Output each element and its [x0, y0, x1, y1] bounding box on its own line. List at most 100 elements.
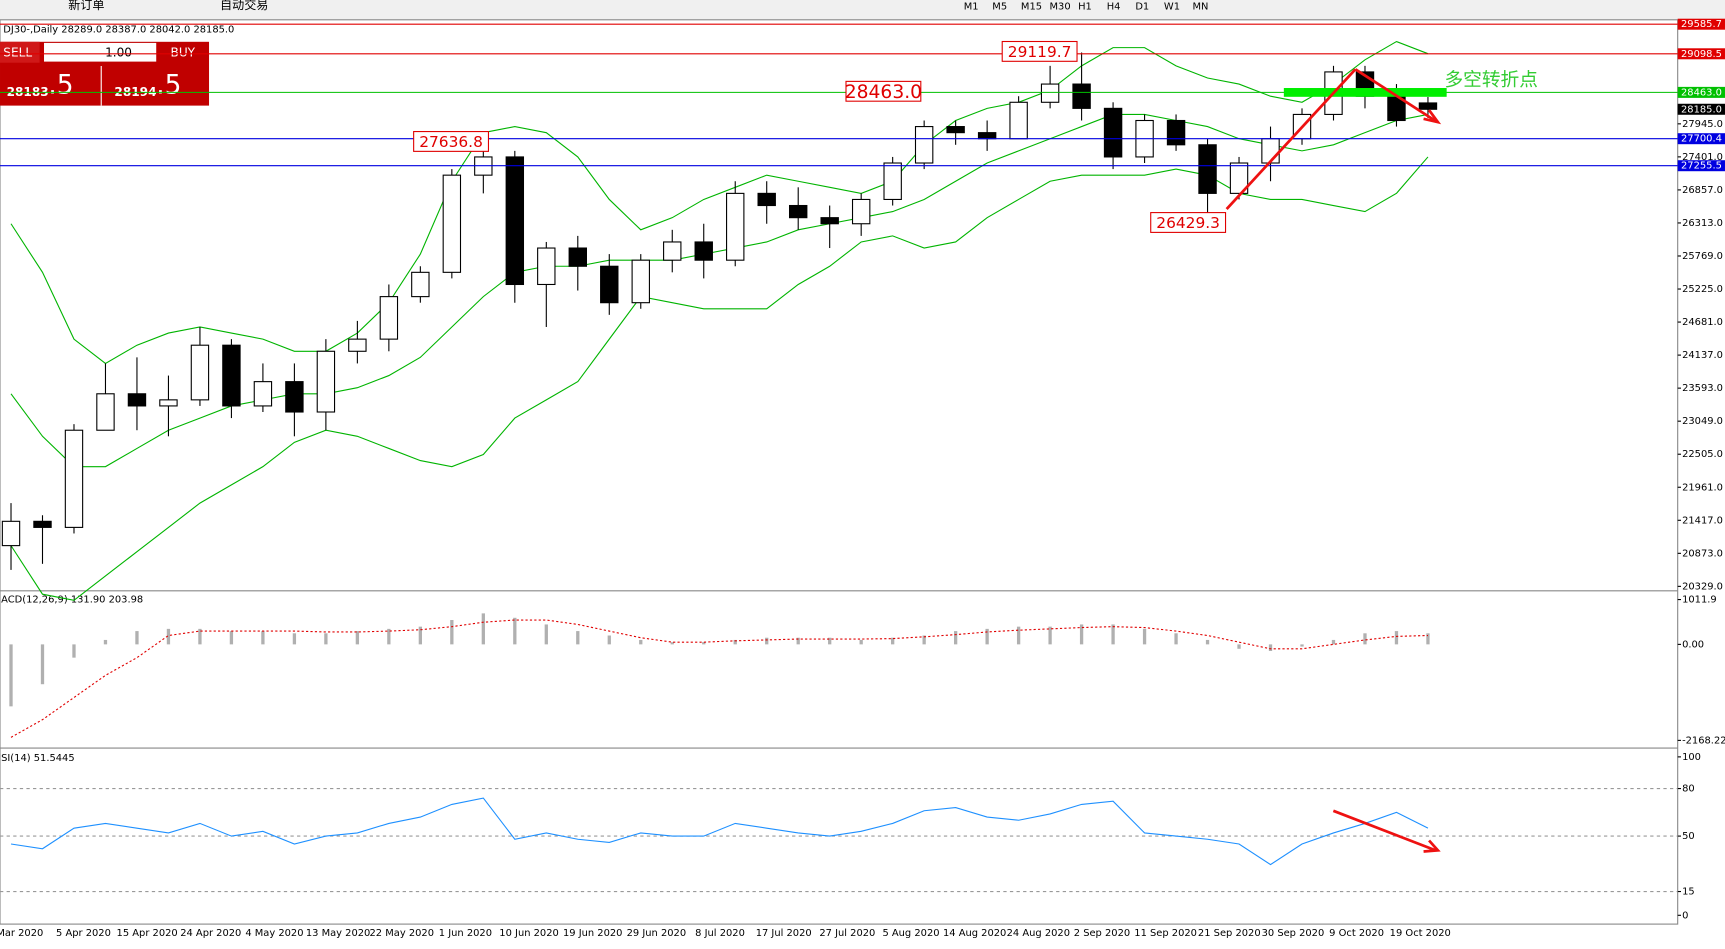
y-tick-label: 0.00 [1682, 639, 1704, 650]
highlight-bar [1283, 88, 1447, 97]
level-label: 29585.7 [1681, 19, 1722, 30]
candle-body [1418, 102, 1438, 110]
x-tick-label: Mar 2020 [0, 928, 43, 939]
rsi-header: SI(14) 51.5445 [1, 753, 75, 764]
y-tick-label: 26857.0 [1682, 185, 1723, 196]
candle-body [348, 338, 367, 352]
candle-body [442, 174, 462, 273]
level-label: 29098.5 [1681, 49, 1722, 60]
timeframe[interactable]: M30 [1050, 2, 1071, 13]
x-tick-label: 19 Jun 2020 [563, 928, 623, 939]
sell-button[interactable] [0, 41, 40, 63]
candle-body [316, 350, 336, 413]
y-tick-label: 23049.0 [1682, 416, 1723, 427]
buy-label[interactable]: BUY [171, 45, 196, 59]
x-tick-label: 10 Jun 2020 [499, 928, 559, 939]
timeframe[interactable]: H1 [1078, 2, 1092, 13]
sell-price-pip[interactable]: .5 [48, 69, 73, 100]
trade-panel: SELL 1.00 BUY 28183 .5 28194 .5 [0, 41, 210, 106]
y-tick-label: 100 [1682, 752, 1701, 763]
timeframe[interactable]: M15 [1021, 2, 1042, 13]
y-tick-label: 50 [1682, 831, 1695, 842]
volume[interactable]: 1.00 [105, 45, 132, 59]
candle-body [1229, 162, 1249, 194]
auto-trading[interactable]: 自动交易 [220, 0, 268, 12]
plot-frame [0, 19, 1679, 925]
candle-body [663, 241, 682, 261]
candle-body [1103, 107, 1123, 158]
buy-price-pip[interactable]: .5 [156, 69, 181, 100]
toolbar [0, 0, 1725, 20]
note: 多空转折点 [1444, 70, 1537, 91]
y-tick-label: 23593.0 [1682, 383, 1723, 394]
candle-body [946, 126, 965, 134]
annotation-box [1001, 40, 1078, 62]
y-tick-label: -2168.22 [1682, 735, 1725, 746]
candle-body [568, 247, 587, 267]
band-lower [10, 156, 1429, 601]
candle-body [851, 198, 871, 225]
candle-body [537, 247, 556, 286]
x-tick-label: 8 Jul 2020 [695, 928, 745, 939]
y-tick-label: 27401.0 [1682, 152, 1723, 163]
trend-arrows [1225, 68, 1442, 853]
x-tick-label: 5 Apr 2020 [56, 928, 111, 939]
level-tag [1677, 103, 1725, 115]
candle-body [505, 156, 525, 286]
candle-body [127, 393, 147, 407]
new-order[interactable]: 新订单 [68, 0, 104, 12]
level-label: 28463.0 [1681, 87, 1722, 98]
x-tick-label: 29 Jun 2020 [627, 928, 687, 939]
candle-body [190, 344, 210, 401]
annotation-label: 28463.0 [845, 82, 922, 103]
level-tag [1677, 48, 1725, 60]
x-tick-label: 27 Jul 2020 [819, 928, 875, 939]
annotation-box [1150, 212, 1227, 233]
x-tick-label: 4 May 2020 [245, 928, 303, 939]
annotation-label: 27636.8 [419, 133, 483, 151]
candle-body [726, 192, 745, 261]
candle-body [1, 520, 21, 547]
annotation-box [845, 80, 922, 102]
y-tick-label: 24137.0 [1682, 350, 1723, 361]
candle-body [222, 344, 241, 407]
level-tag [1677, 133, 1725, 145]
candle-body [411, 271, 430, 298]
timeframe[interactable]: H4 [1107, 2, 1121, 13]
timeframe[interactable]: M5 [992, 2, 1007, 13]
timeframe[interactable]: D1 [1135, 2, 1149, 13]
x-tick-label: 24 Aug 2020 [1007, 928, 1070, 939]
timeframe[interactable]: MN [1193, 2, 1209, 13]
timeframe[interactable]: W1 [1164, 2, 1180, 13]
rsi-line [10, 797, 1429, 866]
candle-body [820, 217, 839, 225]
x-tick-label: 9 Oct 2020 [1329, 928, 1384, 939]
x-tick-label: 1 Jun 2020 [439, 928, 492, 939]
y-tick-label: 1011.9 [1682, 595, 1717, 606]
sell-label[interactable]: SELL [3, 45, 32, 59]
candle-body [159, 399, 178, 407]
timeframe[interactable]: M1 [964, 2, 979, 13]
candle-body [977, 132, 997, 140]
annotation-label: 26429.3 [1156, 214, 1220, 232]
x-tick-label: 17 Jul 2020 [756, 928, 812, 939]
y-tick-label: 21961.0 [1682, 482, 1723, 493]
candle-body [631, 259, 650, 304]
y-tick-label: 0 [1682, 910, 1688, 921]
candle-body [285, 381, 304, 413]
candle-body [600, 265, 619, 304]
candle-body [694, 241, 713, 261]
candle-body [64, 429, 84, 528]
x-tick-label: 11 Sep 2020 [1134, 928, 1197, 939]
x-tick-label: 15 Apr 2020 [117, 928, 178, 939]
candle-body [1166, 119, 1186, 146]
y-tick-label: 20873.0 [1682, 548, 1723, 559]
candle-body [788, 204, 808, 219]
level-label: 27255.5 [1681, 161, 1722, 172]
x-tick-label: 19 Oct 2020 [1390, 928, 1451, 939]
x-tick-label: 2 Sep 2020 [1074, 928, 1130, 939]
candle-body [33, 520, 52, 528]
x-tick-label: 13 May 2020 [306, 928, 371, 939]
